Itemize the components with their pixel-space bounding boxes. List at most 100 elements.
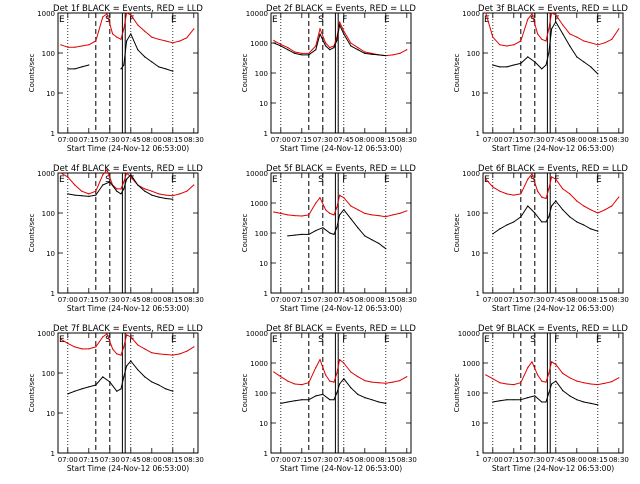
x-tick-label: 08:15 [588, 296, 608, 304]
events-data-point [123, 376, 125, 378]
events-data-point [130, 174, 132, 176]
plot-frame [482, 172, 624, 294]
x-tick-label: 08:15 [163, 296, 183, 304]
events-data-point [280, 402, 282, 404]
events-data-point [109, 381, 111, 383]
y-tick-label: 1 [476, 130, 480, 138]
x-axis-label: Start Time (24-Nov-12 06:53:00) [67, 464, 189, 473]
y-tick-label: 10 [471, 250, 480, 258]
events-data-point [301, 54, 303, 56]
events-data-point [371, 53, 373, 55]
chart-title: Det 4f BLACK = Events, RED = LLD [53, 164, 203, 174]
lld-data-point [186, 37, 188, 39]
y-tick-label: 10 [259, 260, 268, 268]
events-data-point [499, 400, 501, 402]
y-tick-label: 1000 [37, 170, 55, 178]
lld-data-point [385, 216, 387, 218]
lld-data-point [485, 12, 487, 14]
lld-series-line [485, 361, 620, 386]
events-data-point [548, 52, 550, 54]
events-data-point [109, 181, 111, 183]
y-tick-label: 10000 [458, 330, 480, 338]
events-series-line [280, 378, 386, 404]
x-tick-label: 07:00 [58, 456, 78, 464]
y-tick-label: 1 [51, 450, 55, 458]
x-tick-label: 07:00 [271, 296, 291, 304]
lld-data-point [590, 383, 592, 385]
lld-data-point [280, 376, 282, 378]
events-data-point [385, 402, 387, 404]
events-data-point [513, 221, 515, 223]
lld-data-point [611, 38, 613, 40]
lld-data-point [287, 380, 289, 382]
y-tick-label: 100 [467, 210, 480, 218]
x-axis-label: Start Time (24-Nov-12 06:53:00) [280, 464, 402, 473]
lld-data-point [106, 333, 108, 335]
lld-data-point [137, 24, 139, 26]
lld-data-point [186, 350, 188, 352]
lld-data-point [541, 380, 543, 382]
lld-data-point [492, 36, 494, 38]
lld-data-point [343, 30, 345, 32]
lld-data-point [485, 374, 487, 376]
lld-data-point [315, 202, 317, 204]
x-tick-label: 07:45 [121, 296, 141, 304]
events-data-point [315, 230, 317, 232]
events-data-point [172, 70, 174, 72]
y-tick-label: 1000 [462, 360, 480, 368]
x-tick-label: 08:15 [376, 456, 396, 464]
events-data-point [102, 184, 104, 186]
events-data-point [322, 227, 324, 229]
lld-data-point [193, 346, 195, 348]
lld-data-point [60, 172, 62, 174]
lld-data-point [88, 348, 90, 350]
x-tick-label: 08:00 [142, 456, 162, 464]
lld-data-point [120, 188, 122, 190]
x-axis-label: Start Time (24-Nov-12 06:53:00) [280, 144, 402, 153]
events-data-point [287, 235, 289, 237]
events-data-point [294, 52, 296, 55]
events-data-point [287, 401, 289, 403]
lld-data-point [165, 353, 167, 356]
lld-data-point [597, 212, 599, 214]
events-data-point [165, 197, 167, 200]
x-tick-label: 07:30 [525, 296, 545, 304]
lld-data-point [88, 193, 90, 195]
events-data-point [116, 190, 118, 192]
events-data-point [151, 381, 153, 383]
lld-data-point [618, 377, 620, 379]
events-data-point [165, 388, 167, 390]
event-marker-label: S [318, 175, 324, 185]
event-marker-label: F [129, 175, 134, 185]
lld-data-point [102, 336, 104, 338]
events-data-point [333, 233, 335, 235]
lld-data-point [357, 47, 359, 49]
x-tick-label: 08:00 [567, 456, 587, 464]
lld-data-point [350, 205, 352, 207]
events-data-point [120, 193, 122, 195]
lld-data-point [499, 382, 501, 384]
events-data-point [339, 214, 341, 216]
lld-data-point [158, 353, 160, 355]
event-marker-label: E [596, 15, 602, 25]
x-tick-label: 08:30 [609, 456, 629, 464]
events-data-point [88, 64, 90, 66]
lld-data-point [597, 44, 599, 46]
lld-data-point [499, 44, 501, 46]
lld-data-point [287, 214, 289, 216]
lld-data-point [329, 212, 331, 214]
events-data-point [357, 393, 359, 395]
lld-data-point [126, 12, 128, 14]
events-data-point [555, 380, 557, 382]
event-marker-label: E [384, 335, 390, 345]
lld-data-point [555, 178, 557, 180]
lld-data-point [506, 383, 508, 385]
lld-data-point [541, 196, 543, 198]
lld-data-point [527, 178, 529, 180]
events-data-point [562, 33, 564, 35]
events-data-point [343, 33, 345, 35]
events-series-line [67, 174, 173, 200]
events-data-point [364, 397, 366, 399]
lld-data-point [545, 381, 547, 383]
events-data-point [492, 233, 494, 235]
